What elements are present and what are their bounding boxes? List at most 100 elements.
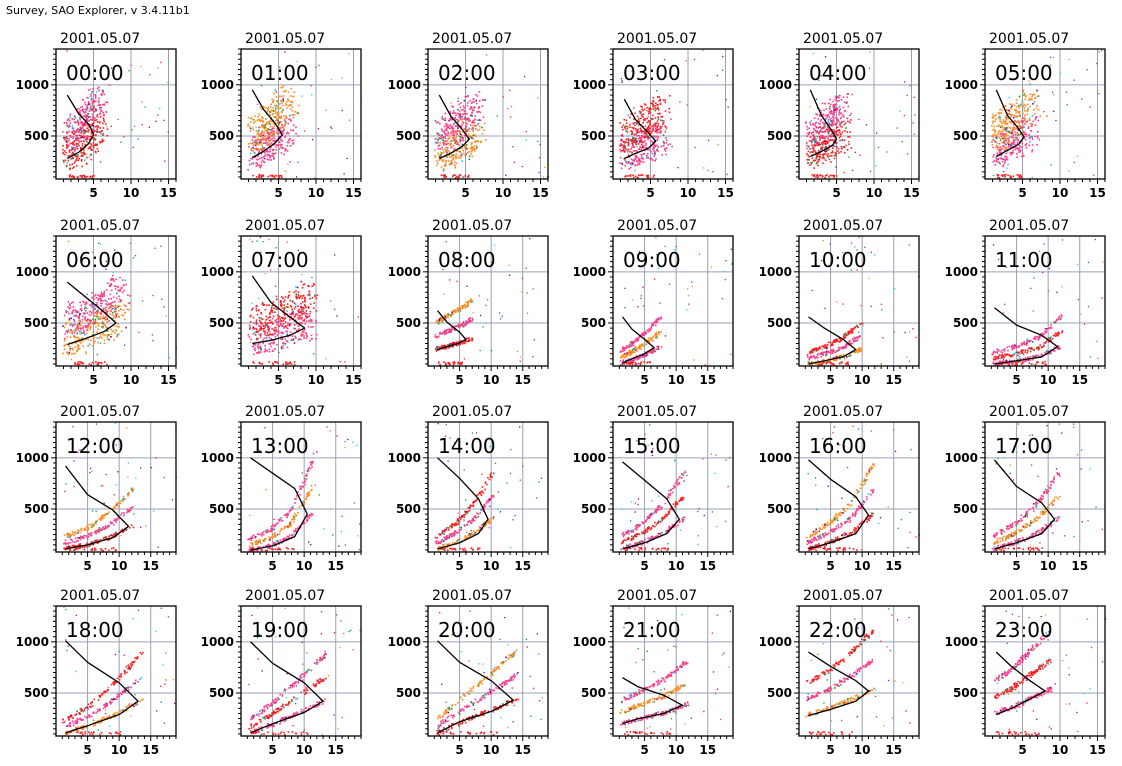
echo-dot bbox=[262, 149, 264, 151]
echo-dot bbox=[1021, 120, 1023, 122]
echo-dot bbox=[847, 131, 849, 133]
echo-dot bbox=[1000, 127, 1002, 129]
echo-dot bbox=[260, 148, 262, 150]
echo-dot bbox=[645, 125, 647, 127]
echo-dot bbox=[290, 105, 292, 107]
echo-dot bbox=[272, 114, 274, 116]
echo-dot bbox=[277, 133, 279, 135]
echo-dot bbox=[64, 338, 66, 340]
echo-dot bbox=[655, 136, 657, 138]
echo-dot bbox=[73, 319, 75, 321]
echo-dot bbox=[1017, 138, 1019, 140]
noise-dot bbox=[160, 246, 161, 247]
noise-dot bbox=[468, 175, 470, 177]
echo-dot bbox=[250, 143, 252, 145]
noise-dot bbox=[330, 301, 331, 302]
echo-dot bbox=[249, 328, 251, 330]
echo-dot bbox=[840, 136, 842, 138]
echo-dot bbox=[85, 138, 87, 140]
echo-dot bbox=[436, 160, 438, 162]
noise-dot bbox=[268, 176, 270, 178]
echo-dot bbox=[256, 141, 258, 143]
echo-dot bbox=[250, 130, 252, 132]
echo-dot bbox=[66, 147, 68, 149]
echo-dot bbox=[655, 124, 657, 126]
echo-dot bbox=[99, 113, 101, 115]
echo-dot bbox=[265, 140, 267, 142]
echo-dot bbox=[63, 160, 65, 162]
echo-dot bbox=[634, 138, 636, 140]
echo-dot bbox=[1016, 99, 1018, 101]
echo-dot bbox=[77, 156, 79, 158]
noise-dot bbox=[100, 244, 101, 245]
x-tick-label: 10 bbox=[123, 373, 140, 387]
echo-dot bbox=[79, 134, 81, 136]
echo-dot bbox=[91, 149, 93, 151]
echo-dot bbox=[104, 104, 106, 106]
echo-dot bbox=[1019, 145, 1021, 147]
echo-dot bbox=[260, 349, 262, 351]
echo-dot bbox=[101, 110, 103, 112]
echo-dot bbox=[447, 150, 449, 152]
noise-dot bbox=[120, 142, 121, 143]
noise-dot bbox=[77, 362, 79, 364]
echo-dot bbox=[67, 332, 69, 334]
echo-dot bbox=[82, 143, 84, 145]
echo-dot bbox=[476, 145, 478, 147]
echo-dot bbox=[832, 101, 834, 103]
y-tick-label: 500 bbox=[24, 316, 49, 330]
echo-dot bbox=[283, 95, 285, 97]
echo-dot bbox=[302, 309, 304, 311]
echo-dot bbox=[287, 327, 289, 329]
noise-dot bbox=[344, 173, 345, 174]
echo-dot bbox=[814, 150, 816, 152]
echo-dot bbox=[258, 119, 260, 121]
echo-dot bbox=[291, 101, 293, 103]
echo-dot bbox=[307, 336, 309, 338]
echo-dot bbox=[273, 342, 275, 344]
echo-dot bbox=[71, 313, 73, 315]
echo-dot bbox=[289, 291, 291, 293]
echo-dot bbox=[287, 306, 289, 308]
echo-dot bbox=[641, 137, 643, 139]
panel-time: 06:00 bbox=[66, 248, 124, 272]
echo-dot bbox=[97, 148, 99, 150]
noise-dot bbox=[149, 127, 150, 128]
echo-dot bbox=[992, 139, 994, 141]
echo-dot bbox=[1027, 104, 1029, 106]
echo-dot bbox=[480, 141, 482, 143]
echo-dot bbox=[835, 104, 837, 106]
echo-dot bbox=[460, 107, 462, 109]
echo-dot bbox=[819, 138, 821, 140]
echo-dot bbox=[108, 320, 110, 322]
echo-dot bbox=[452, 131, 454, 133]
echo-dot bbox=[104, 339, 106, 341]
echo-dot bbox=[256, 321, 258, 323]
echo-dot bbox=[101, 130, 103, 132]
echo-dot bbox=[840, 123, 842, 125]
echo-dot bbox=[118, 295, 120, 297]
echo-dot bbox=[470, 148, 472, 150]
echo-dot bbox=[69, 350, 71, 352]
echo-dot bbox=[624, 165, 626, 167]
echo-dot bbox=[85, 108, 87, 110]
echo-dot bbox=[839, 95, 841, 97]
echo-dot bbox=[836, 117, 838, 119]
noise-dot bbox=[1018, 175, 1020, 177]
noise-dot bbox=[77, 364, 79, 366]
echo-dot bbox=[459, 130, 461, 132]
echo-dot bbox=[276, 344, 278, 346]
echo-dot bbox=[91, 123, 93, 125]
echo-dot bbox=[999, 121, 1001, 123]
noise-dot bbox=[89, 363, 91, 365]
echo-dot bbox=[285, 121, 287, 123]
echo-dot bbox=[838, 97, 840, 99]
echo-dot bbox=[641, 132, 643, 134]
echo-dot bbox=[625, 128, 627, 130]
echo-dot bbox=[469, 108, 471, 110]
noise-dot bbox=[296, 176, 297, 177]
echo-dot bbox=[621, 126, 623, 128]
echo-dot bbox=[102, 90, 104, 92]
echo-dot bbox=[101, 140, 103, 142]
